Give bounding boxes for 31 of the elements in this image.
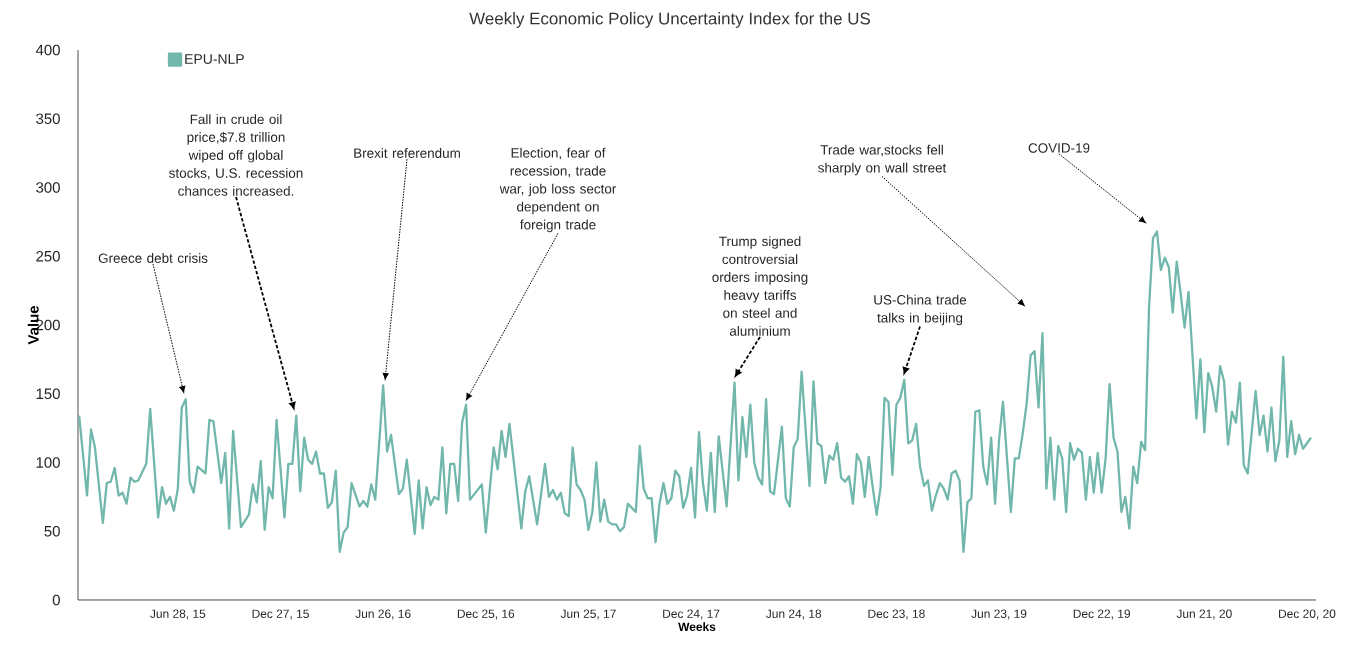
annotation: Brexit referendum	[354, 148, 460, 158]
y-tick-label: 350	[36, 113, 60, 125]
x-tick-label: Dec 27, 15	[252, 609, 309, 620]
x-tick-label: Dec 25, 16	[457, 609, 515, 620]
x-tick-label: Dec 20, 20	[1279, 609, 1336, 620]
y-tick-label: 0	[52, 594, 60, 606]
annotation: Election, fear of recession, trade war, job loss sector dependent on foreign trade	[499, 147, 617, 233]
x-tick-label: Dec 24, 17	[663, 609, 720, 620]
y-tick-label: 300	[36, 182, 60, 193]
y-tick-label: 50	[44, 525, 60, 537]
x-tick-label: Dec 22, 19	[1073, 609, 1131, 620]
annotation: Greece debt crisis	[98, 253, 208, 263]
annotation: Fall in crude oil price,$7.8 trillion wiped off global stocks, U.S. recession chances increased.	[169, 114, 303, 196]
x-tick-label: Dec 23, 18	[868, 609, 925, 620]
chart-title: Weekly Economic Policy Uncertainty Index for the US	[469, 12, 870, 28]
annotation: COVID-19	[1028, 143, 1090, 153]
x-tick-label: Jun 28, 15	[150, 609, 206, 620]
x-axis-title: Weeks	[678, 622, 716, 631]
legend-label: EPU-NLP	[185, 54, 244, 64]
x-tick-label: Jun 25, 17	[560, 609, 616, 620]
x-tick-label: Jun 24, 18	[766, 609, 822, 620]
y-tick-label: 150	[36, 388, 60, 400]
annotation: Trump signed controversial orders imposing heavy tariffs on steel and aluminium	[712, 236, 808, 336]
x-tick-label: Jun 26, 16	[355, 609, 411, 620]
y-tick-label: 400	[35, 44, 60, 56]
annotation: US-China trade talks in beijing	[874, 294, 967, 326]
x-tick-label: Jun 21, 20	[1176, 609, 1232, 620]
annotation: Trade war,stocks fell sharply on wall street	[818, 144, 947, 176]
y-tick-label: 250	[36, 250, 60, 262]
x-tick-label: Jun 23, 19	[971, 609, 1027, 620]
y-tick-label: 100	[36, 457, 60, 468]
